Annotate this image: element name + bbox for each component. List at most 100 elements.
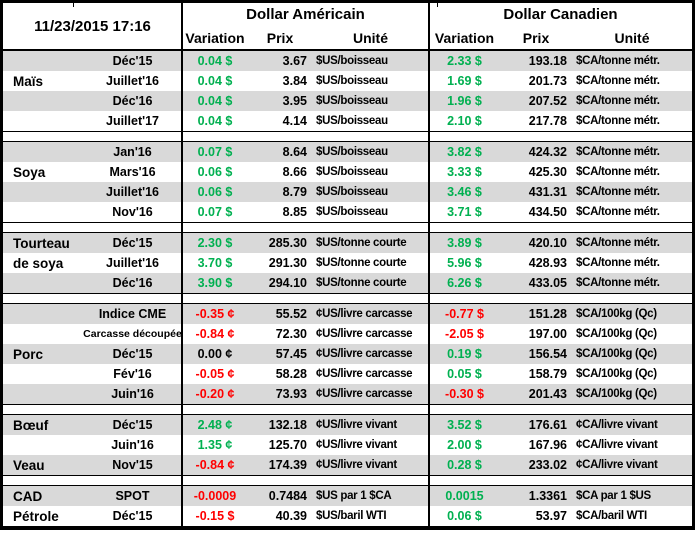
- us-unit: ¢US/livre vivant: [316, 439, 397, 451]
- ca-variation: -0.77 $: [445, 307, 484, 321]
- ca-variation: 3.33 $: [447, 165, 482, 179]
- ca-variation-header: Variation: [434, 30, 495, 46]
- us-price: 55.52: [275, 307, 307, 321]
- us-unit: ¢US/livre carcasse: [316, 348, 413, 360]
- ca-price: 420.10: [528, 236, 567, 250]
- ca-variation: 2.33 $: [447, 54, 482, 68]
- ca-variation: 5.96 $: [447, 256, 482, 270]
- ca-unit: $CA/100kg (Qc): [576, 348, 657, 360]
- contract-label: Déc'15: [112, 236, 153, 250]
- ca-unit: $CA/100kg (Qc): [576, 388, 657, 400]
- ca-price: 434.50: [528, 205, 567, 219]
- block-divider-mid: [428, 3, 430, 527]
- ca-price: 424.32: [528, 145, 567, 159]
- ca-price: 193.18: [528, 54, 567, 68]
- ca-price: 158.79: [528, 367, 567, 381]
- ca-variation: 0.28 $: [447, 458, 482, 472]
- ca-unit: ¢CA/livre vivant: [576, 439, 658, 451]
- quote-row: Carcasse découpée -0.84 ¢ 72.30 ¢US/livre c…: [3, 324, 692, 344]
- section-tourteau-de-soya: Tourteau Déc'15 2.30 $ 285.30 $US/tonne cour…: [3, 232, 692, 294]
- us-variation: -0.84 ¢: [195, 327, 235, 341]
- ca-price: 425.30: [528, 165, 567, 179]
- ca-price: 197.00: [528, 327, 567, 341]
- contract-label: Juillet'16: [106, 185, 159, 199]
- contract-label: Nov'15: [112, 458, 153, 472]
- section-mais: Déc'15 0.04 $ 3.67 $US/boisseau 2.33 $ 193.18…: [3, 51, 692, 132]
- contract-label: Déc'15: [112, 54, 153, 68]
- ca-unit: $CA/tonne métr.: [576, 206, 660, 218]
- ca-unit: ¢CA/livre vivant: [576, 419, 658, 431]
- us-unit: ¢US/livre vivant: [316, 419, 397, 431]
- ca-price: 156.54: [528, 347, 567, 361]
- us-variation: -0.84 ¢: [195, 458, 235, 472]
- us-unit: $US/boisseau: [316, 146, 388, 158]
- quote-row: Porc Déc'15 0.00 ¢ 57.45 ¢US/livre carcasse 0…: [3, 344, 692, 364]
- us-variation: 0.00 ¢: [197, 347, 233, 361]
- timestamp: 11/23/2015 17:16: [34, 17, 151, 35]
- ca-variation: 0.0015: [445, 489, 484, 503]
- us-price: 174.39: [268, 458, 307, 472]
- ca-variation: 3.52 $: [447, 418, 482, 432]
- us-unit: $US/boisseau: [316, 166, 388, 178]
- ca-price: 1.3361: [528, 489, 567, 503]
- ca-unit: $CA par 1 $US: [576, 490, 651, 502]
- contract-label: Nov'16: [112, 205, 153, 219]
- us-price: 132.18: [268, 418, 307, 432]
- quote-row: Nov'16 0.07 $ 8.85 $US/boisseau 3.71 $ 434.50…: [3, 202, 692, 222]
- ca-variation: 0.06 $: [447, 509, 482, 523]
- contract-label: Déc'16: [112, 94, 153, 108]
- category-label: Porc: [13, 346, 44, 362]
- us-variation: 0.04 $: [197, 114, 233, 128]
- quote-row: Déc'16 3.90 $ 294.10 $US/tonne courte 6.26 $…: [3, 273, 692, 293]
- category-label: Tourteau: [13, 235, 70, 251]
- us-variation: 2.30 $: [197, 236, 233, 250]
- us-price: 8.79: [282, 185, 307, 199]
- us-unit: $US/boisseau: [316, 55, 388, 67]
- quote-row: Juin'16 -0.20 ¢ 73.93 ¢US/livre carcasse -0.…: [3, 384, 692, 404]
- table-header: 11/23/2015 17:16 Dollar Américain Variat…: [3, 3, 692, 51]
- contract-label: Carcasse découpée: [83, 328, 182, 340]
- contract-label: Déc'15: [112, 347, 153, 361]
- category-label: Veau: [13, 457, 45, 473]
- us-variation: -0.20 ¢: [195, 387, 235, 401]
- quote-row: Juin'16 1.35 ¢ 125.70 ¢US/livre vivant 2.00 …: [3, 435, 692, 455]
- contract-label: Déc'16: [112, 276, 153, 290]
- contract-label: Indice CME: [98, 307, 167, 321]
- quote-row: Juillet'17 0.04 $ 4.14 $US/boisseau 2.10 $ 21…: [3, 111, 692, 131]
- us-unite-header: Unité: [353, 30, 388, 46]
- ca-unit: $CA/tonne métr.: [576, 95, 660, 107]
- contract-label: Juillet'16: [106, 256, 159, 270]
- ca-unit: $CA/tonne métr.: [576, 75, 660, 87]
- ca-variation: 3.82 $: [447, 145, 482, 159]
- ca-unit: $CA/tonne métr.: [576, 146, 660, 158]
- ca-unit: $CA/tonne métr.: [576, 257, 660, 269]
- contract-label: Jan'16: [113, 145, 152, 159]
- ca-unit: $CA/100kg (Qc): [576, 368, 657, 380]
- contract-label: Fév'16: [113, 367, 152, 381]
- us-variation: -0.05 ¢: [195, 367, 235, 381]
- ca-price: 207.52: [528, 94, 567, 108]
- contract-label: Juillet'16: [106, 74, 159, 88]
- us-unit: $US/boisseau: [316, 186, 388, 198]
- ca-dollar-block-header: Dollar Canadien Variation Prix Unité: [429, 3, 692, 49]
- ca-price: 201.73: [528, 74, 567, 88]
- us-dollar-title: Dollar Américain: [246, 6, 365, 23]
- us-price: 8.66: [282, 165, 307, 179]
- ca-price: 176.61: [528, 418, 567, 432]
- quote-row: Indice CME -0.35 ¢ 55.52 ¢US/livre carcasse…: [3, 304, 692, 324]
- ca-price: 233.02: [528, 458, 567, 472]
- ca-variation: 1.96 $: [447, 94, 482, 108]
- quote-row: Soya Mars'16 0.06 $ 8.66 $US/boisseau 3.33 $ 4…: [3, 162, 692, 182]
- us-price: 3.84: [282, 74, 307, 88]
- quote-row: Jan'16 0.07 $ 8.64 $US/boisseau 3.82 $ 424.32…: [3, 142, 692, 162]
- section-porc: Indice CME -0.35 ¢ 55.52 ¢US/livre carcasse…: [3, 303, 692, 405]
- contract-label: Mars'16: [109, 165, 156, 179]
- us-price: 40.39: [275, 509, 307, 523]
- us-variation: 0.07 $: [197, 205, 233, 219]
- quote-row: Veau Nov'15 -0.84 ¢ 174.39 ¢US/livre vivant 0…: [3, 455, 692, 475]
- us-price: 3.67: [282, 54, 307, 68]
- contract-label: Déc'15: [112, 418, 153, 432]
- ca-price: 201.43: [528, 387, 567, 401]
- contract-label: Juin'16: [111, 387, 154, 401]
- us-unit: $US/boisseau: [316, 206, 388, 218]
